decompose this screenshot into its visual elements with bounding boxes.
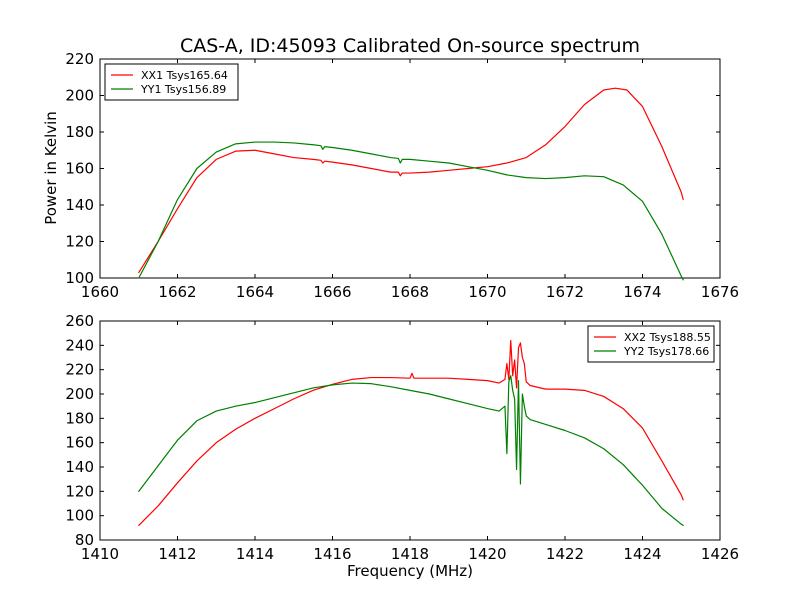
top-x-tick-label: 1664: [236, 283, 274, 301]
top-legend-box: [104, 63, 239, 101]
bottom-x-tick-label: 1426: [701, 545, 739, 563]
bottom-x-tick-label: 1410: [81, 545, 119, 563]
bottom-y-tick-label: 100: [65, 507, 94, 525]
top-y-tick-label: 200: [65, 87, 94, 105]
bottom-x-axis: 1410 1412 1414 1416 1418 1420 1422 1424 1426: [81, 321, 739, 563]
bottom-x-tick-label: 1418: [391, 545, 429, 563]
top-series-line-0: [138, 87, 684, 274]
top-y-tick-label: 180: [65, 123, 94, 141]
top-x-axis: 1660 1662 1664 1666 1668 1670 1672 1674 1676: [81, 59, 739, 301]
top-series-line-1: [138, 141, 684, 281]
bottom-series-group: [138, 339, 684, 526]
bottom-y-tick-label: 260: [65, 312, 94, 330]
top-x-tick-label: 1670: [468, 283, 506, 301]
top-y-tick-label: 140: [65, 196, 94, 214]
bottom-x-tick-label: 1414: [236, 545, 274, 563]
top-y-tick-label: 160: [65, 160, 94, 178]
bottom-y-tick-label: 240: [65, 336, 94, 354]
top-legend-label-1: YY1 Tsys156.89: [140, 83, 226, 96]
bottom-series-line-1: [138, 375, 684, 526]
bottom-y-axis: 80 100 120 140 160 180 200 220 240 260: [65, 312, 720, 549]
top-x-tick-label: 1662: [158, 283, 196, 301]
bottom-series-line-0: [138, 339, 684, 526]
bottom-y-tick-label: 80: [75, 531, 94, 549]
top-y-tick-label: 220: [65, 50, 94, 68]
bottom-y-tick-label: 180: [65, 409, 94, 427]
bottom-y-tick-label: 160: [65, 434, 94, 452]
bottom-x-tick-label: 1424: [623, 545, 661, 563]
top-x-tick-label: 1668: [391, 283, 429, 301]
bottom-y-tick-label: 200: [65, 385, 94, 403]
top-x-tick-label: 1666: [313, 283, 351, 301]
top-series-group: [138, 87, 684, 281]
bottom-y-tick-label: 220: [65, 361, 94, 379]
top-legend-label-0: XX1 Tsys165.64: [141, 69, 228, 82]
top-x-tick-label: 1674: [623, 283, 661, 301]
bottom-y-tick-label: 120: [65, 482, 94, 500]
top-y-axis: 100 120 140 160 180 200 220: [65, 50, 720, 287]
bottom-chart: 1410 1412 1414 1416 1418 1420 1422 1424 1426 801…: [65, 312, 739, 580]
bottom-x-tick-label: 1420: [468, 545, 506, 563]
top-x-tick-label: 1676: [701, 283, 739, 301]
bottom-x-tick-label: 1412: [158, 545, 196, 563]
top-y-tick-label: 120: [65, 233, 94, 251]
bottom-legend-label-0: XX2 Tsys188.55: [624, 331, 711, 344]
bottom-x-tick-label: 1422: [546, 545, 584, 563]
top-y-axis-label: Power in Kelvin: [42, 111, 60, 225]
figure-title: CAS-A, ID:45093 Calibrated On-source spe…: [180, 35, 640, 57]
top-chart: 1660 1662 1664 1666 1668 1670 1672 1674 1676 100…: [42, 50, 739, 301]
bottom-x-axis-label: Frequency (MHz): [347, 562, 473, 580]
bottom-x-tick-label: 1416: [313, 545, 351, 563]
bottom-legend-label-1: YY2 Tsys178.66: [623, 345, 709, 358]
bottom-legend-box: [587, 325, 715, 363]
top-x-tick-label: 1660: [81, 283, 119, 301]
top-y-tick-label: 100: [65, 269, 94, 287]
top-x-tick-label: 1672: [546, 283, 584, 301]
bottom-y-tick-label: 140: [65, 458, 94, 476]
